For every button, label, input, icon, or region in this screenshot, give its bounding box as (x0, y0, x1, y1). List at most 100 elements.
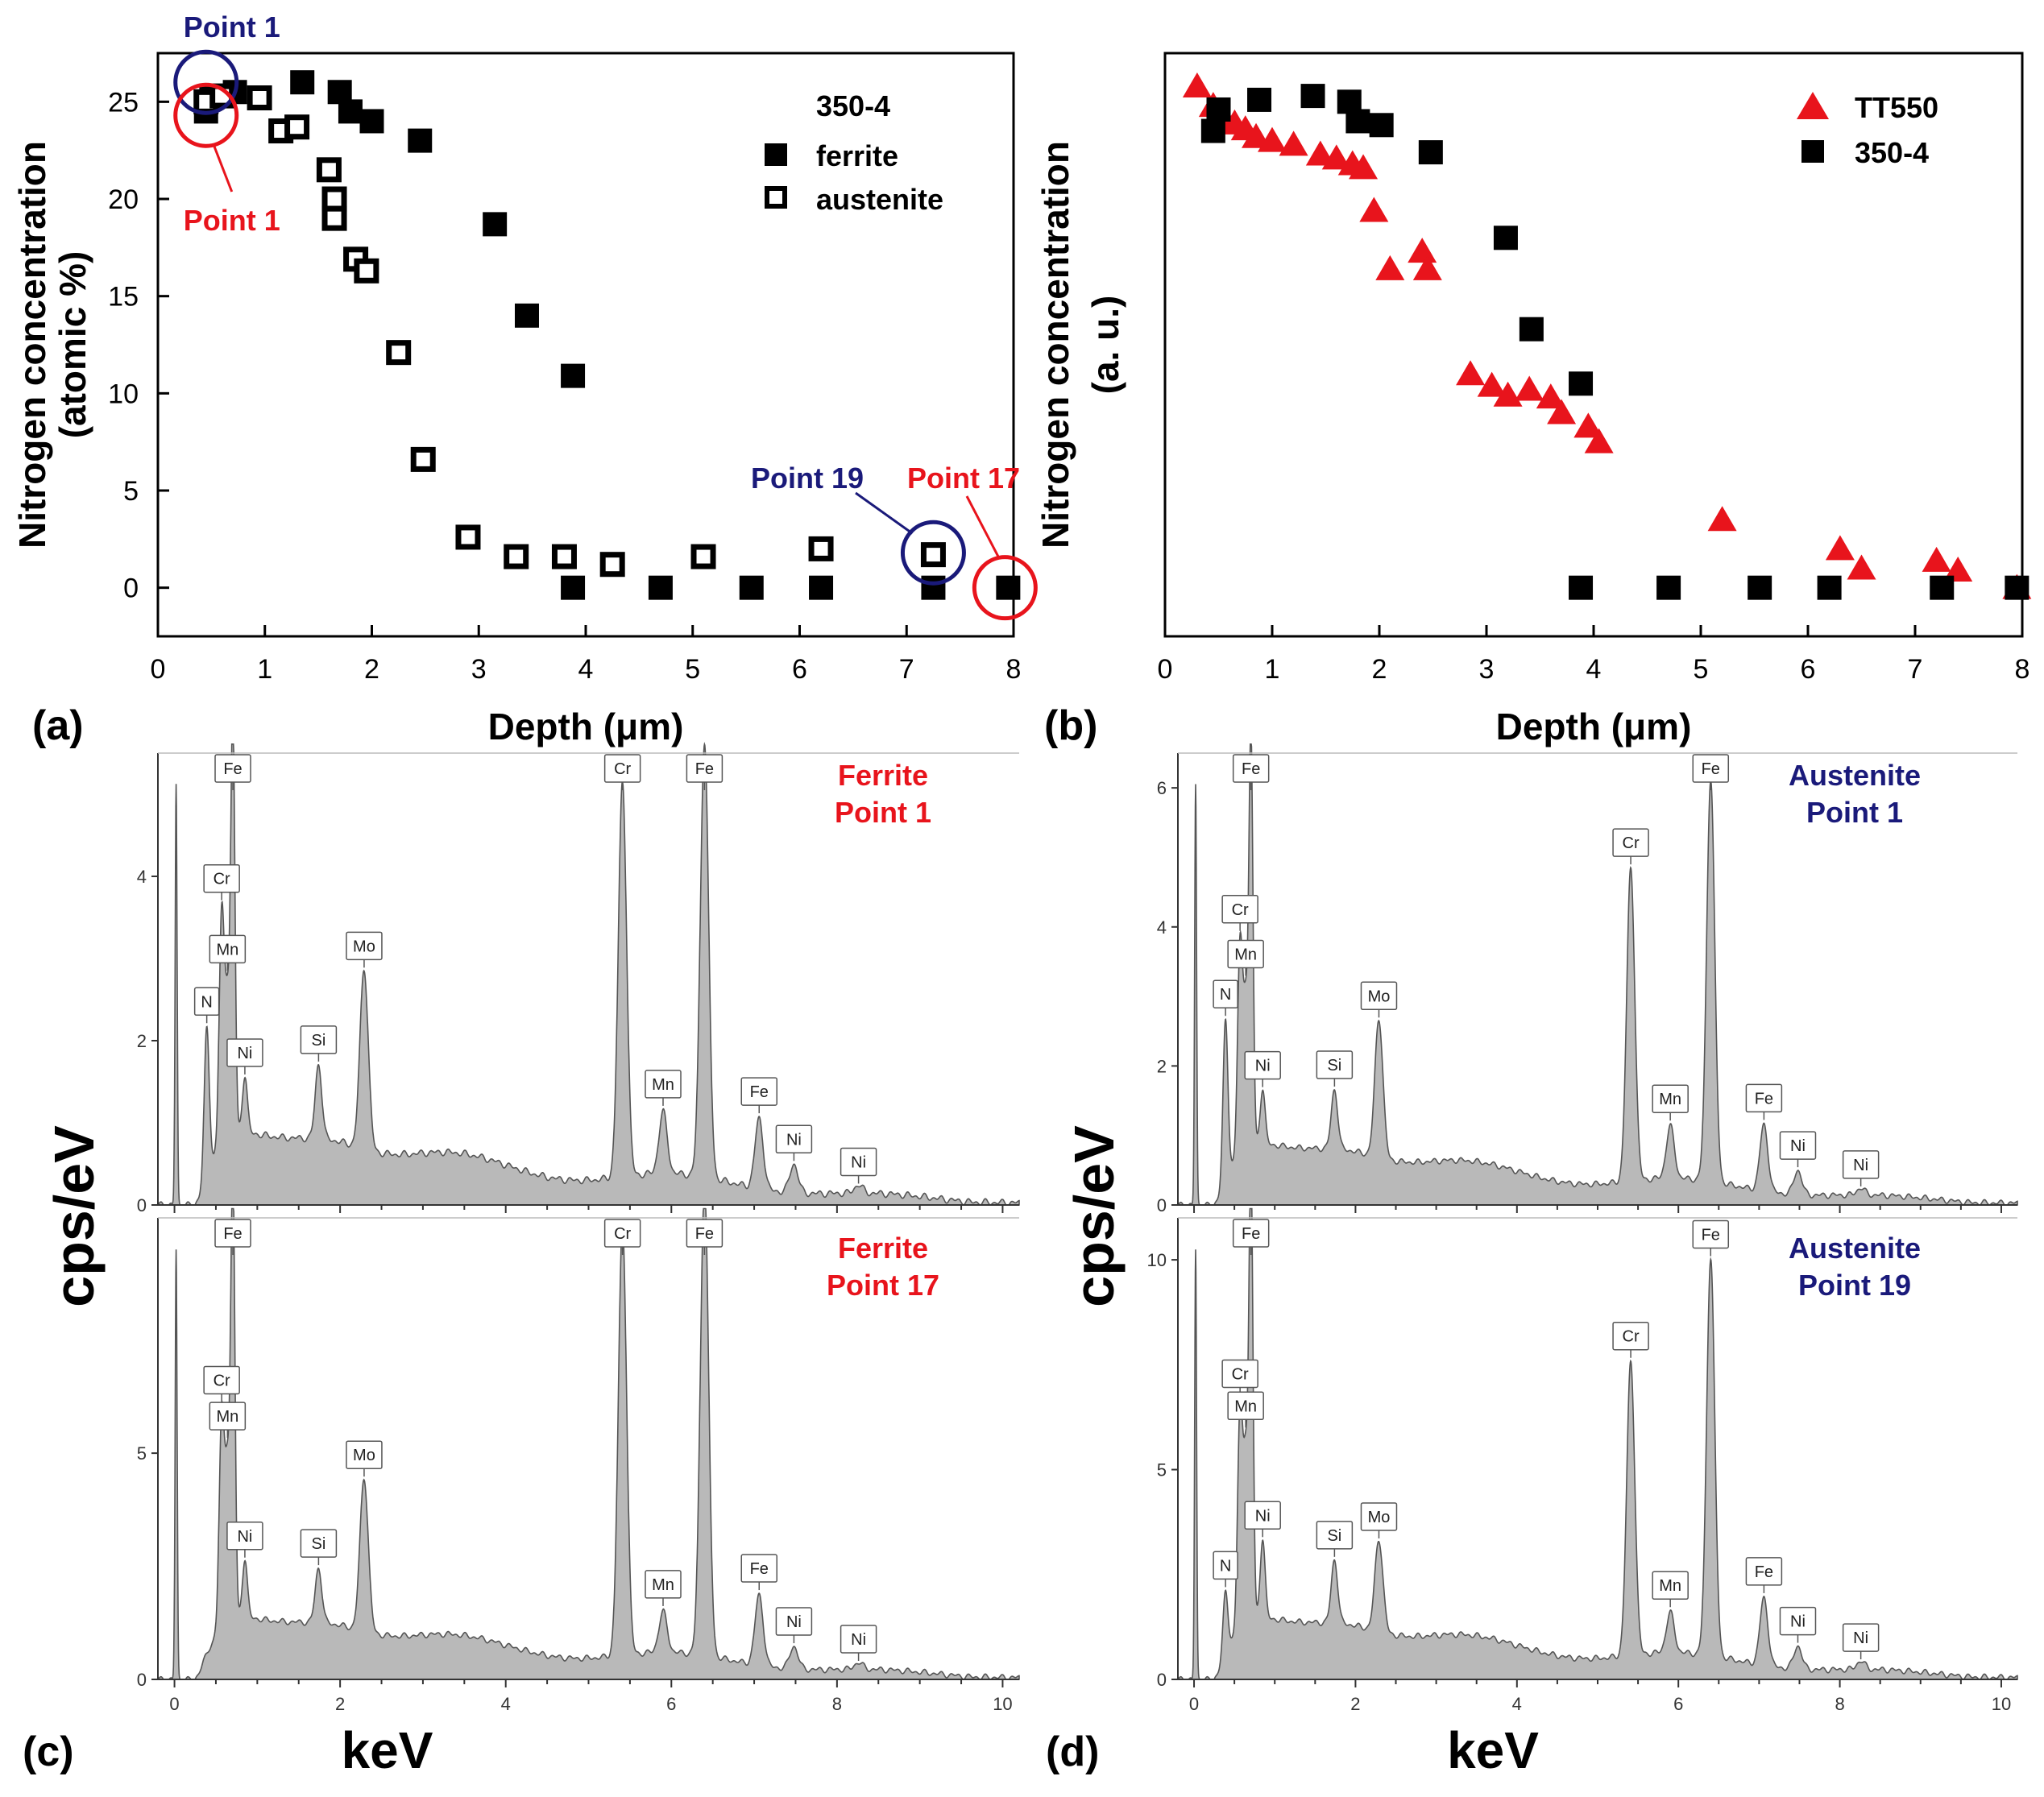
element-label: Cr (1221, 1359, 1258, 1396)
ferrite-point (1817, 575, 1842, 600)
element-label-text: Fe (750, 1083, 769, 1101)
element-label-text: Mn (216, 1408, 238, 1426)
x-tick-label: 8 (1835, 1694, 1844, 1714)
spectrum-area (157, 1207, 1020, 1680)
tt550-point (1547, 399, 1577, 424)
tt550-point (1515, 375, 1544, 401)
element-label-text: Mn (216, 941, 238, 959)
element-label: Cr (603, 1219, 641, 1255)
element-label-text: N (1220, 1557, 1231, 1575)
austenite-point (321, 205, 347, 231)
tt550-point (1536, 383, 1565, 409)
x-tick-label: 8 (832, 1694, 842, 1714)
ferrite-point (1493, 226, 1518, 251)
element-label-text: Cr (1623, 1328, 1640, 1346)
x-tick-label: 2 (1372, 654, 1387, 685)
ferrite-point (2005, 575, 2029, 600)
annotation-circle-point1-austenite (173, 49, 239, 115)
element-label: Mo (346, 931, 383, 968)
element-label: Mn (645, 1070, 682, 1106)
element-label-text: Si (1327, 1057, 1341, 1074)
legend-label-austenite: austenite (816, 183, 943, 216)
element-label: Fe (686, 754, 723, 790)
tt550-point (1279, 130, 1308, 156)
element-label-text: Mo (1368, 1509, 1391, 1526)
x-tick-label: 1 (257, 654, 272, 685)
element-label-text: Mn (1234, 1397, 1257, 1415)
element-label-text: Ni (786, 1131, 802, 1149)
panel-label: (d) (1046, 1729, 1099, 1775)
element-label: Fe (1232, 1219, 1270, 1255)
element-label-text: Cr (1623, 834, 1640, 852)
y-axis-label-line2: (atomic %) (52, 251, 93, 439)
ferrite-point (359, 109, 384, 134)
x-tick-label: 2 (1350, 1694, 1360, 1714)
element-label: Si (300, 1025, 338, 1062)
spectrum-area (1176, 1207, 2018, 1680)
element-label: Cr (1612, 1321, 1649, 1358)
tt550-point (1456, 360, 1486, 386)
x-tick-label: 2 (364, 654, 379, 685)
ferrite-point (408, 128, 433, 153)
y-tick-label: 20 (108, 184, 139, 215)
legend-marker-tt550 (1797, 92, 1829, 119)
ferrite-point (921, 575, 946, 600)
y-tick-label: 2 (137, 1031, 147, 1051)
element-label: Cr (1612, 828, 1649, 865)
x-tick-label: 3 (1479, 654, 1495, 685)
austenite-point (354, 258, 379, 284)
y-tick-label: 5 (1157, 1460, 1167, 1480)
element-label: Mn (209, 934, 247, 971)
panel-a: 0 1 2 3 4 5 6 7 8 0 5 10 15 20 25 Depth (μm) Nitrogen co… (11, 10, 1038, 749)
ferrite-point (290, 70, 315, 95)
element-label-text: Fe (1755, 1090, 1773, 1108)
ferrite-point (338, 99, 363, 124)
ferrite-point (1930, 575, 1955, 600)
tt550-point (1359, 197, 1389, 222)
austenite-point (386, 340, 412, 366)
y-tick-label: 10 (1147, 1250, 1167, 1270)
element-label-text: Fe (223, 1225, 242, 1243)
austenite-point (599, 552, 625, 578)
legend-marker-ferrite (765, 143, 787, 166)
annotation-circle-point19 (900, 520, 966, 586)
ferrite-point (809, 575, 834, 600)
element-label-text: Cr (214, 1372, 230, 1389)
y-tick-label: 5 (137, 1443, 147, 1464)
annotation-label: Point 17 (907, 462, 1020, 495)
element-label: Fe (214, 754, 251, 790)
austenite-point (316, 157, 342, 183)
spectrum-top: 0 2 4 Ferrite Point 1 N Cr Mn Fe Ni Si Mo Cr Mn Fe Fe Ni… (137, 742, 1020, 1215)
element-label: Fe (1692, 754, 1730, 790)
y-axis-label-line1: Nitrogen concentration (1034, 141, 1076, 549)
tt550-point (1242, 122, 1271, 148)
panel-b: 0 1 2 3 4 5 6 7 8 Depth (μm) Nitrogen concentratio… (1034, 52, 2032, 749)
austenite-point (247, 85, 272, 111)
annotation-circle-point1-ferrite (173, 82, 239, 148)
element-label-text: Mo (1368, 988, 1391, 1005)
tt550-point (1375, 255, 1405, 280)
panel-label: (c) (23, 1729, 74, 1775)
tt550-point (1847, 554, 1876, 580)
ferrite-point (1569, 371, 1594, 396)
x-tick-label: 8 (2015, 654, 2030, 685)
element-label-text: Fe (1242, 1225, 1260, 1243)
legend-label-ferrite: ferrite (816, 139, 898, 172)
x-axis-label: Depth (μm) (488, 706, 684, 747)
element-label-text: Mn (652, 1076, 674, 1094)
tt550-point (1408, 238, 1437, 263)
element-label-text: Fe (695, 760, 714, 778)
annotation-arrow (855, 491, 914, 535)
element-label-text: Fe (750, 1560, 769, 1578)
y-tick-label: 0 (123, 573, 139, 604)
spectrum-top: 0 2 4 6 Austenite Point 1 N Cr Mn Fe Ni Si Mo Cr Mn Fe F… (1157, 743, 2018, 1215)
element-label: Mn (1652, 1571, 1689, 1608)
x-tick-label: 2 (335, 1694, 345, 1714)
x-axis-label: keV (1447, 1721, 1539, 1779)
x-tick-label: 5 (1694, 654, 1709, 685)
element-label-text: Mo (353, 1447, 375, 1464)
spectrum-bottom: 0 5 Ferrite Point 17 Cr Mn Fe Ni Si Mo Cr Mn Fe Fe Ni N… (137, 1207, 1020, 1690)
x-tick-label: 4 (1512, 1694, 1522, 1714)
y-tick-label: 4 (137, 867, 147, 887)
